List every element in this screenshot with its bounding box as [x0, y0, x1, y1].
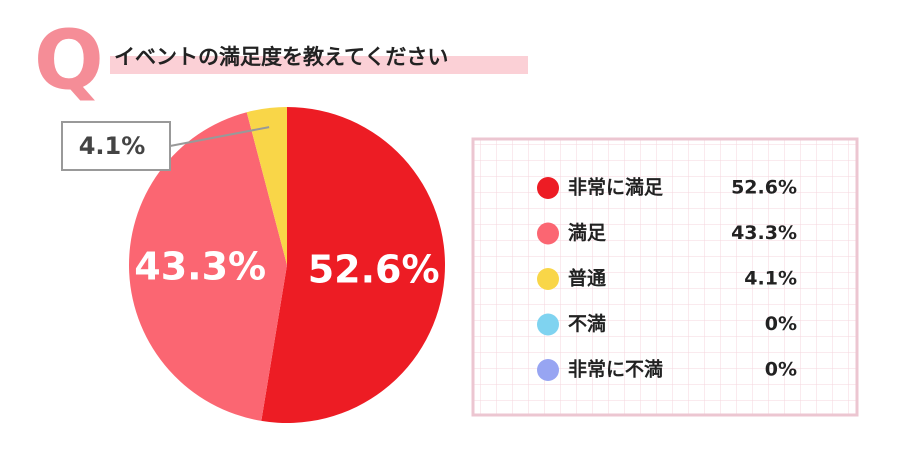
legend-box [471, 137, 859, 417]
legend-value: 0% [765, 313, 797, 335]
legend-swatch [537, 359, 559, 381]
legend-swatch [537, 222, 559, 245]
slice-label: 52.6% [308, 248, 440, 292]
legend-label: 不満 [568, 313, 606, 335]
legend-value: 43.3% [731, 222, 797, 244]
callout-box [61, 121, 171, 171]
chart-title: イベントの満足度を教えてください [114, 45, 448, 69]
title-highlight [110, 56, 528, 74]
legend: 非常に満足 52.6% 満足 43.3% 普通 4.1% 不満 0% 非常に不満 0% [537, 176, 797, 381]
legend-label: 満足 [568, 222, 607, 244]
legend-value: 0% [765, 359, 797, 381]
callout-label: 4.1% [79, 132, 146, 160]
legend-swatch [537, 313, 559, 336]
legend-label: 普通 [568, 267, 607, 290]
legend-swatch [537, 177, 559, 199]
slice-label: 43.3% [134, 245, 266, 289]
legend-label: 非常に満足 [568, 176, 664, 199]
pie-slice [246, 107, 287, 265]
legend-label: 非常に不満 [568, 358, 663, 381]
pie-slice [128, 112, 287, 421]
legend-value: 4.1% [744, 268, 797, 290]
pie-slice [261, 107, 445, 423]
pie: 52.6% 43.3% 4.1% [61, 107, 445, 423]
legend-swatch [537, 268, 559, 290]
question-marker: Q [34, 13, 104, 108]
callout-line [169, 126, 270, 147]
legend-value: 52.6% [731, 177, 797, 199]
